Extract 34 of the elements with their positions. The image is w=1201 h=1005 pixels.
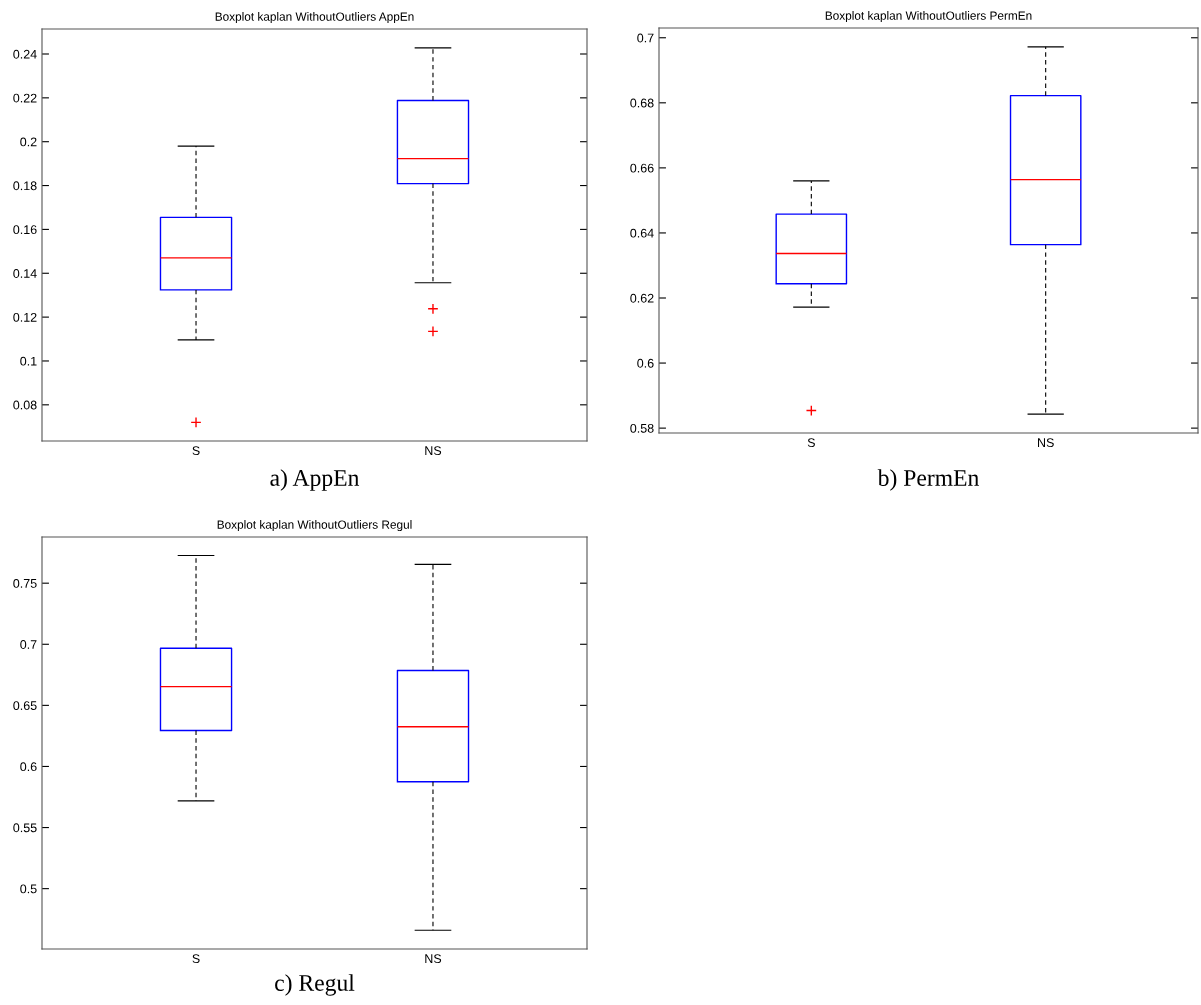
y-tick-label: 0.7 [637, 33, 654, 43]
y-tick-label: 0.22 [13, 93, 37, 103]
y-tick-label: 0.1 [20, 356, 37, 366]
y-tick-label: 0.14 [13, 269, 37, 278]
y-tick-label: 0.75 [13, 578, 37, 588]
text: c) Regul [275, 974, 355, 996]
y-tick-label: 0.24 [13, 49, 37, 59]
text: b) PermEn [877, 469, 979, 491]
y-tick-label: 0.68 [630, 98, 654, 108]
y-tick-label: 0.12 [13, 312, 37, 322]
x-tick-label: S [192, 954, 200, 964]
y-tick-label: 0.7 [20, 640, 37, 649]
x-tick-label: NS [1038, 438, 1054, 448]
y-tick-label: 0.55 [13, 823, 37, 833]
y-tick-label: 0.08 [13, 400, 37, 410]
y-tick-label: 0.6 [637, 358, 654, 368]
y-tick-label: 0.62 [630, 293, 654, 303]
y-tick-label: 0.58 [630, 423, 654, 433]
y-tick-label: 0.65 [13, 701, 37, 711]
y-tick-label: 0.2 [20, 137, 37, 147]
chart-title: Boxplot kaplan WithoutOutliers PermEn [825, 11, 1032, 23]
chart-title: Boxplot kaplan WithoutOutliers AppEn [215, 12, 414, 24]
y-tick-label: 0.66 [630, 163, 654, 173]
x-tick-label: S [807, 438, 815, 448]
chart-title: Boxplot kaplan WithoutOutliers Regul [217, 520, 412, 532]
y-tick-label: 0.16 [13, 225, 37, 235]
text: a) AppEn [270, 469, 360, 491]
y-tick-label: 0.5 [20, 884, 37, 894]
x-tick-label: NS [425, 954, 442, 964]
y-tick-label: 0.18 [13, 181, 37, 191]
x-tick-label: NS [425, 446, 442, 456]
y-tick-label: 0.64 [630, 228, 654, 238]
x-tick-label: S [192, 446, 200, 456]
y-tick-label: 0.6 [20, 762, 37, 772]
